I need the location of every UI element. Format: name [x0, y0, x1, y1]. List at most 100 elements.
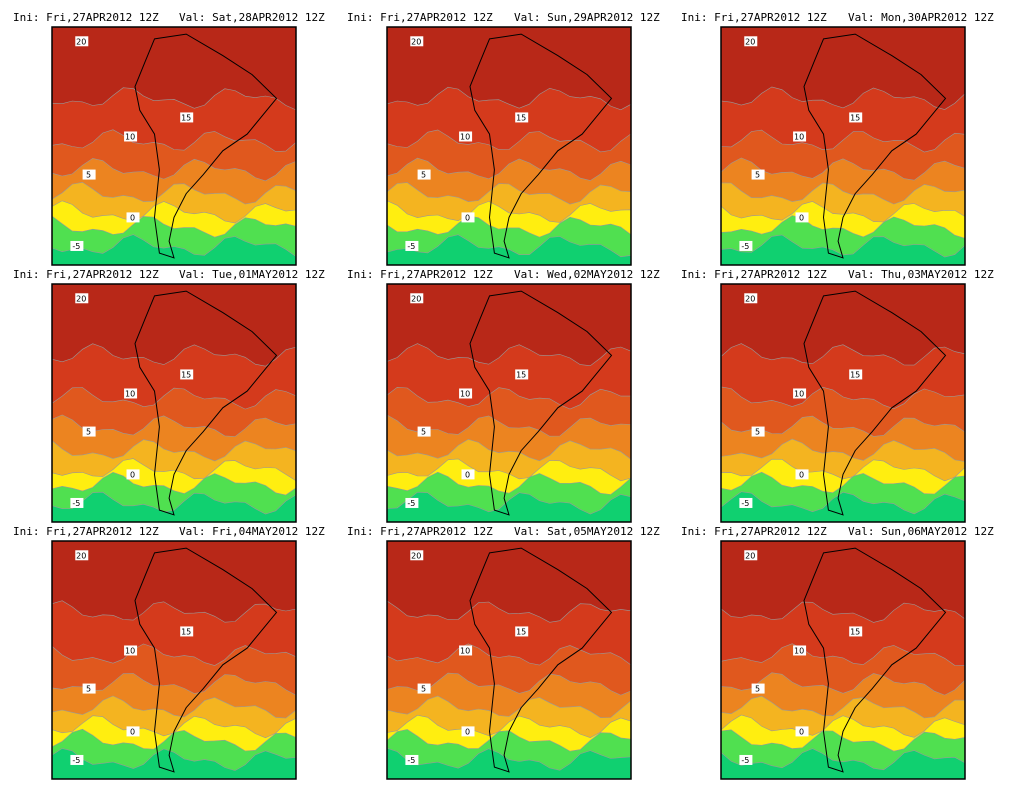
label-box — [744, 36, 758, 47]
label-box — [70, 497, 84, 508]
contour-label: 20 — [76, 551, 86, 560]
label-box — [793, 131, 807, 142]
label-box — [793, 645, 807, 656]
map-panel: Ini: Fri,27APR2012 12Z Val: Sat,05MAY2012… — [347, 525, 660, 780]
init-time: Ini: Fri,27APR2012 12Z — [681, 525, 827, 538]
label-box — [795, 726, 809, 737]
contour-label: 5 — [86, 428, 91, 437]
init-time: Ini: Fri,27APR2012 12Z — [347, 268, 493, 281]
label-box — [739, 754, 753, 765]
contour-label: 0 — [465, 213, 470, 222]
panel-frame — [720, 283, 966, 523]
panel-frame — [51, 540, 297, 780]
panel-frame — [720, 26, 966, 266]
contour-label: 5 — [86, 171, 91, 180]
contour-label: 15 — [181, 113, 191, 122]
panel-frame — [386, 540, 632, 780]
init-time: Ini: Fri,27APR2012 12Z — [681, 11, 827, 24]
contour-label: 10 — [794, 132, 804, 141]
label-box — [417, 169, 431, 180]
contour-label: 5 — [421, 685, 426, 694]
continent-outline — [469, 290, 613, 516]
label-box — [751, 426, 765, 437]
map-panel: Ini: Fri,27APR2012 12Z Val: Mon,30APR2012… — [681, 11, 994, 266]
contour-label: -5 — [72, 756, 80, 765]
label-box — [124, 388, 138, 399]
temperature-band — [51, 234, 297, 266]
contour-label: 0 — [799, 470, 804, 479]
label-box — [180, 626, 194, 637]
label-box — [751, 683, 765, 694]
label-box — [849, 626, 863, 637]
contour-label: 20 — [76, 294, 86, 303]
label-box — [744, 293, 758, 304]
contour-label: 0 — [799, 213, 804, 222]
valid-time: Val: Thu,03MAY2012 12Z — [848, 268, 994, 281]
init-time: Ini: Fri,27APR2012 12Z — [13, 268, 159, 281]
label-box — [459, 388, 473, 399]
map-panel: Ini: Fri,27APR2012 12Z Val: Tue,01MAY2012… — [13, 268, 325, 523]
contour-label: 20 — [745, 37, 755, 46]
init-time: Ini: Fri,27APR2012 12Z — [13, 11, 159, 24]
contour-label: 15 — [516, 113, 526, 122]
contour-label: 0 — [799, 727, 804, 736]
label-box — [180, 369, 194, 380]
temperature-band — [386, 747, 632, 780]
contour-label: 0 — [465, 727, 470, 736]
label-box — [515, 626, 529, 637]
label-box — [75, 550, 89, 561]
init-time: Ini: Fri,27APR2012 12Z — [347, 11, 493, 24]
contour-label: 0 — [130, 470, 135, 479]
valid-time: Val: Sat,05MAY2012 12Z — [514, 525, 660, 538]
contour-label: 20 — [411, 551, 421, 560]
label-box — [739, 240, 753, 251]
contour-label: -5 — [407, 756, 415, 765]
label-box — [751, 169, 765, 180]
label-box — [417, 683, 431, 694]
label-box — [75, 293, 89, 304]
contour-label: 0 — [465, 470, 470, 479]
contour-label: 20 — [76, 37, 86, 46]
map-panel: Ini: Fri,27APR2012 12Z Val: Sat,28APR2012… — [13, 11, 325, 266]
label-box — [124, 645, 138, 656]
continent-outline — [803, 290, 947, 516]
contour-label: -5 — [741, 756, 749, 765]
contour-label: 15 — [850, 627, 860, 636]
valid-time: Val: Tue,01MAY2012 12Z — [179, 268, 325, 281]
label-box — [849, 112, 863, 123]
label-box — [849, 369, 863, 380]
contour-label: 10 — [125, 646, 135, 655]
contour-label: 15 — [181, 627, 191, 636]
label-box — [795, 469, 809, 480]
contour-label: 10 — [794, 389, 804, 398]
contour-label: -5 — [741, 499, 749, 508]
contour-label: 5 — [421, 428, 426, 437]
continent-outline — [134, 290, 278, 516]
valid-time: Val: Fri,04MAY2012 12Z — [179, 525, 325, 538]
contour-label: 10 — [460, 132, 470, 141]
label-box — [461, 212, 475, 223]
init-time: Ini: Fri,27APR2012 12Z — [347, 525, 493, 538]
continent-outline — [134, 33, 278, 259]
label-box — [459, 131, 473, 142]
panel-frame — [386, 26, 632, 266]
label-box — [75, 36, 89, 47]
contour-label: 15 — [516, 370, 526, 379]
panel-frame — [386, 283, 632, 523]
contour-label: 20 — [745, 294, 755, 303]
label-box — [126, 469, 140, 480]
label-box — [70, 754, 84, 765]
label-box — [515, 369, 529, 380]
label-box — [82, 683, 96, 694]
temperature-band — [720, 748, 966, 780]
contour-label: 5 — [86, 685, 91, 694]
label-box — [410, 36, 424, 47]
temperature-band — [386, 491, 632, 523]
contour-label: 10 — [125, 389, 135, 398]
contour-label: 20 — [745, 551, 755, 560]
contour-label: 15 — [850, 370, 860, 379]
init-time: Ini: Fri,27APR2012 12Z — [13, 525, 159, 538]
map-panel: Ini: Fri,27APR2012 12Z Val: Wed,02MAY2012… — [347, 268, 660, 523]
